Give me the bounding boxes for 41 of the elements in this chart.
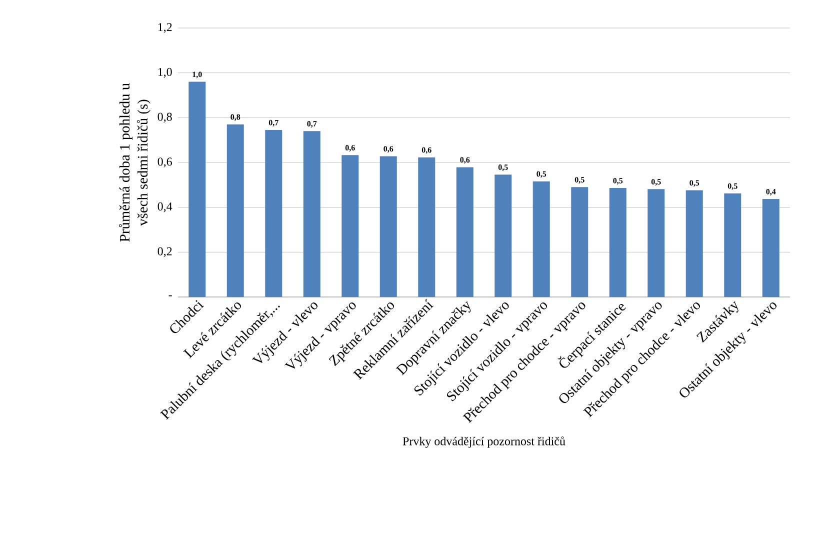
data-label: 0,6 xyxy=(460,157,470,164)
data-label: 0,5 xyxy=(574,177,584,184)
bar xyxy=(724,193,742,297)
y-tick-label: 1,0 xyxy=(158,68,172,78)
y-tick-label: 0,8 xyxy=(158,112,172,123)
data-label: 0,6 xyxy=(384,146,394,153)
data-label: 0,5 xyxy=(536,171,546,178)
bar xyxy=(188,82,206,297)
bar xyxy=(303,131,320,297)
data-label: 0,5 xyxy=(613,178,623,185)
data-label: 0,5 xyxy=(651,179,661,186)
data-label: 0,8 xyxy=(230,114,240,121)
bar xyxy=(494,174,512,297)
y-tick-label: 0,4 xyxy=(158,202,172,212)
x-axis-title: Prvky odvádějící pozornost řidičů xyxy=(402,436,566,448)
data-label: 0,5 xyxy=(690,180,700,187)
bar xyxy=(686,190,703,297)
bar xyxy=(418,157,436,297)
bar xyxy=(380,156,397,297)
bar xyxy=(571,187,588,297)
data-label: 0,6 xyxy=(345,145,355,152)
data-label: 0,5 xyxy=(728,183,738,190)
bar xyxy=(226,124,244,297)
y-tick-label: 1,2 xyxy=(158,23,172,33)
bar xyxy=(342,155,359,297)
data-label: 0,4 xyxy=(766,188,776,196)
data-label: 0,7 xyxy=(268,120,278,126)
y-tick-label: - xyxy=(168,295,172,296)
data-label: 0,6 xyxy=(422,147,432,154)
data-label: 0,7 xyxy=(307,121,317,128)
data-label: 1,0 xyxy=(192,72,202,78)
bar xyxy=(609,188,626,297)
bar xyxy=(456,167,474,297)
y-axis-title: Průměrná doba 1 pohledu u všech sedmi řidičů (s) xyxy=(118,83,150,242)
y-tick-label: 0,6 xyxy=(158,158,172,168)
bar xyxy=(762,199,780,297)
y-tick-label: 0,2 xyxy=(158,247,172,258)
bar xyxy=(265,130,282,297)
data-label: 0,5 xyxy=(498,164,508,172)
bar xyxy=(532,181,550,297)
bar xyxy=(648,189,665,297)
